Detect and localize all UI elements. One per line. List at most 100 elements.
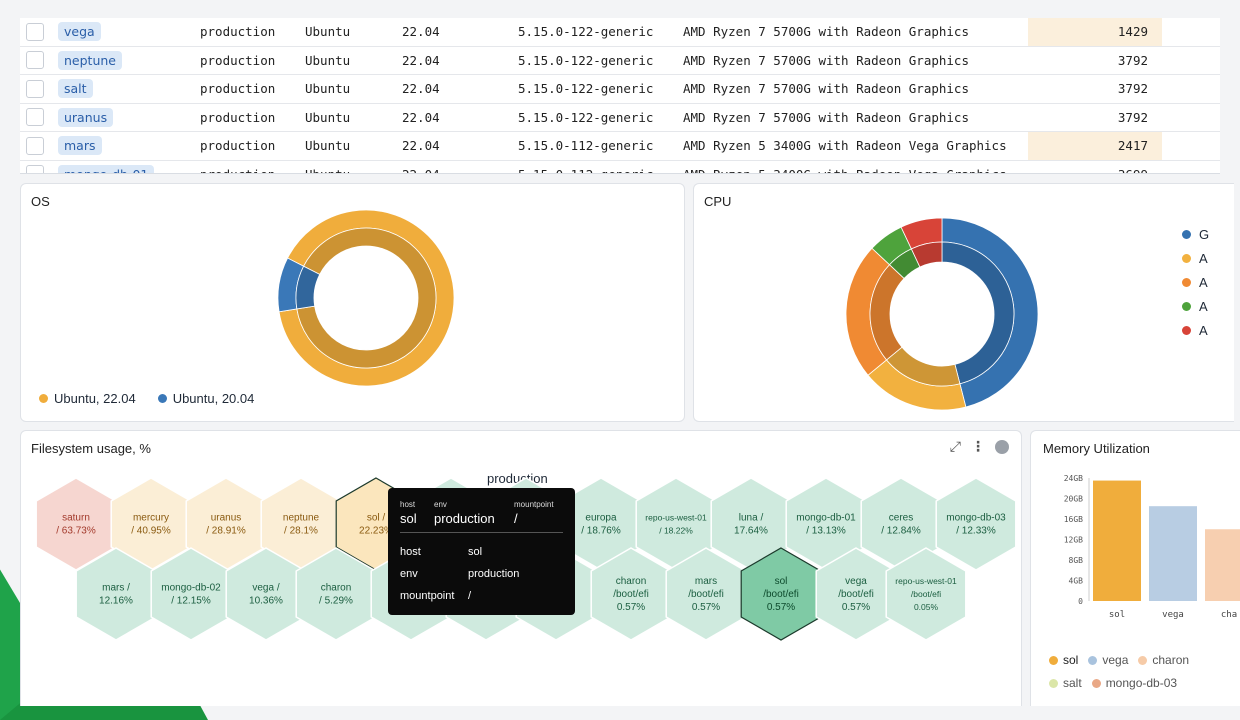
env-cell: production (200, 46, 305, 75)
donut-slice-inner[interactable] (296, 227, 437, 369)
kernel-cell: 5.15.0-122-generic (518, 46, 683, 75)
memory-panel: Memory Utilization 24GB 20GB 16GB 12GB 8GB 4G… (1030, 430, 1240, 706)
filesystem-hex[interactable]: mongo-db-03 / 12.33% (935, 477, 1017, 571)
host-chip[interactable]: mars (58, 136, 102, 156)
cpu-legend-item[interactable]: A (1182, 246, 1209, 270)
row-checkbox[interactable] (26, 165, 44, 173)
filesystem-hex[interactable]: charon / 5.29% (295, 547, 377, 641)
version-cell: 22.04 (402, 46, 518, 75)
host-chip[interactable]: mongo-db-01 (58, 164, 155, 173)
cpu-legend-item[interactable]: A (1182, 270, 1209, 294)
hex-label: 0.57% (617, 602, 645, 613)
hex-label: europa (585, 513, 617, 524)
legend-label-ubuntu-2204[interactable]: Ubuntu, 22.04 (54, 391, 136, 406)
spacer-cell (1162, 18, 1220, 47)
filesystem-hex[interactable]: repo-us-west-01/boot/efi 0.05% (885, 547, 967, 641)
spacer-cell (1162, 74, 1220, 104)
table-row[interactable]: mongo-db-01 productionUbuntu22.045.15.0-1… (20, 160, 1220, 173)
hex-label: /boot/efi (911, 589, 941, 599)
table-row[interactable]: mars production Ubuntu 22.04 5.15.0-112-gene… (20, 131, 1220, 161)
row-checkbox[interactable] (26, 136, 44, 155)
checkbox-cell (20, 160, 50, 173)
host-chip[interactable]: salt (58, 79, 93, 99)
table-row[interactable]: uranus production Ubuntu 22.04 5.15.0-122-ge… (20, 103, 1220, 132)
more-options-icon[interactable]: ⋮ (971, 439, 985, 455)
table-row[interactable]: neptune production Ubuntu 22.04 5.15.0-122-g… (20, 46, 1220, 75)
hex-label: mongo-db-03 (946, 513, 1006, 524)
row-checkbox[interactable] (26, 108, 44, 127)
hex-label: /boot/efi (688, 589, 724, 600)
row-checkbox[interactable] (26, 22, 44, 41)
cpu-legend: G A A A A (1182, 222, 1209, 342)
host-cell: salt (50, 74, 200, 104)
hex-label: sol / (367, 513, 386, 524)
cpu-legend-item[interactable]: G (1182, 222, 1209, 246)
memory-legend-item: sol (1049, 653, 1078, 667)
tooltip-row-env: env production (400, 568, 520, 580)
env-cell: production (200, 131, 305, 161)
filesystem-hex[interactable]: vega / 10.36% (225, 547, 307, 641)
row-checkbox[interactable] (26, 79, 44, 98)
kernel-cell: 5.15.0-122-generic (518, 103, 683, 132)
version-cell: 22.04 (402, 103, 518, 132)
os-donut-chart (277, 209, 455, 387)
tooltip-divider (400, 532, 563, 533)
version-cell: 22.04 (402, 160, 518, 173)
hex-label: /boot/efi (838, 589, 874, 600)
table-row[interactable]: vega production Ubuntu 22.04 5.15.0-122-gene… (20, 18, 1220, 47)
host-chip[interactable]: vega (58, 22, 101, 42)
donut-slice-inner[interactable] (295, 265, 321, 310)
legend-dot-ubuntu-2204 (39, 394, 48, 403)
y-tick-label: 0 (1078, 597, 1083, 606)
cpu-legend-item[interactable]: A (1182, 318, 1209, 342)
kernel-cell: 5.15.0-112-generic (518, 160, 683, 173)
host-cell: mars (50, 131, 200, 161)
x-tick-label: vega (1162, 610, 1184, 620)
memory-legend-item: vega (1088, 653, 1128, 667)
hex-label: uranus (211, 513, 242, 524)
memory-bar[interactable] (1205, 529, 1240, 601)
hex-label: / 18.76% (581, 526, 621, 537)
spacer-cell (1162, 131, 1220, 161)
version-cell: 22.04 (402, 18, 518, 47)
expand-icon[interactable]: ⤢ (949, 439, 961, 455)
checkbox-cell (20, 46, 50, 75)
cpu-panel: CPU G A A A A (693, 183, 1234, 422)
hex-label: charon (321, 583, 352, 594)
host-cell: vega (50, 18, 200, 47)
legend-label-ubuntu-2004[interactable]: Ubuntu, 20.04 (172, 391, 255, 406)
memory-cell: 3792 (1028, 46, 1162, 75)
checkbox-cell (20, 131, 50, 161)
donut-slice-inner[interactable] (910, 241, 943, 268)
memory-bar[interactable] (1093, 480, 1141, 601)
host-chip[interactable]: neptune (58, 50, 122, 70)
legend-dot-ubuntu-2004 (157, 394, 167, 403)
host-chip[interactable]: uranus (58, 107, 114, 127)
memory-bar[interactable] (1149, 506, 1197, 601)
hex-label: / 18.22% (659, 526, 693, 536)
y-tick-label: 20GB (1064, 495, 1083, 504)
hex-label: luna / (739, 513, 764, 524)
hex-label: / 63.73% (56, 526, 96, 537)
hex-tooltip: host env mountpoint sol production / hos… (388, 488, 575, 615)
hex-label: / 12.84% (881, 526, 921, 537)
clock-icon[interactable] (995, 440, 1009, 454)
env-cell: production (200, 160, 305, 173)
cpu-cell: AMD Ryzen 7 5700G with Radeon Graphics (683, 18, 1028, 47)
hex-label: /boot/efi (763, 589, 799, 600)
row-checkbox[interactable] (26, 51, 44, 70)
hex-label: mercury (133, 513, 169, 524)
checkbox-cell (20, 18, 50, 47)
spacer-cell (1162, 103, 1220, 132)
hex-label: / 12.15% (171, 596, 211, 607)
tooltip-header-host: host (400, 500, 416, 509)
x-tick-label: cha (1221, 610, 1237, 620)
hex-label: 0.57% (767, 602, 795, 613)
spacer-cell (1162, 46, 1220, 75)
cpu-legend-item[interactable]: A (1182, 294, 1209, 318)
hex-label: 0.57% (692, 602, 720, 613)
hex-label: / 28.91% (206, 526, 246, 537)
tooltip-header-env: env (434, 500, 447, 509)
os-legend: Ubuntu, 22.04 Ubuntu, 20.04 (39, 391, 254, 406)
table-row[interactable]: salt production Ubuntu 22.04 5.15.0-122-gene… (20, 74, 1220, 104)
